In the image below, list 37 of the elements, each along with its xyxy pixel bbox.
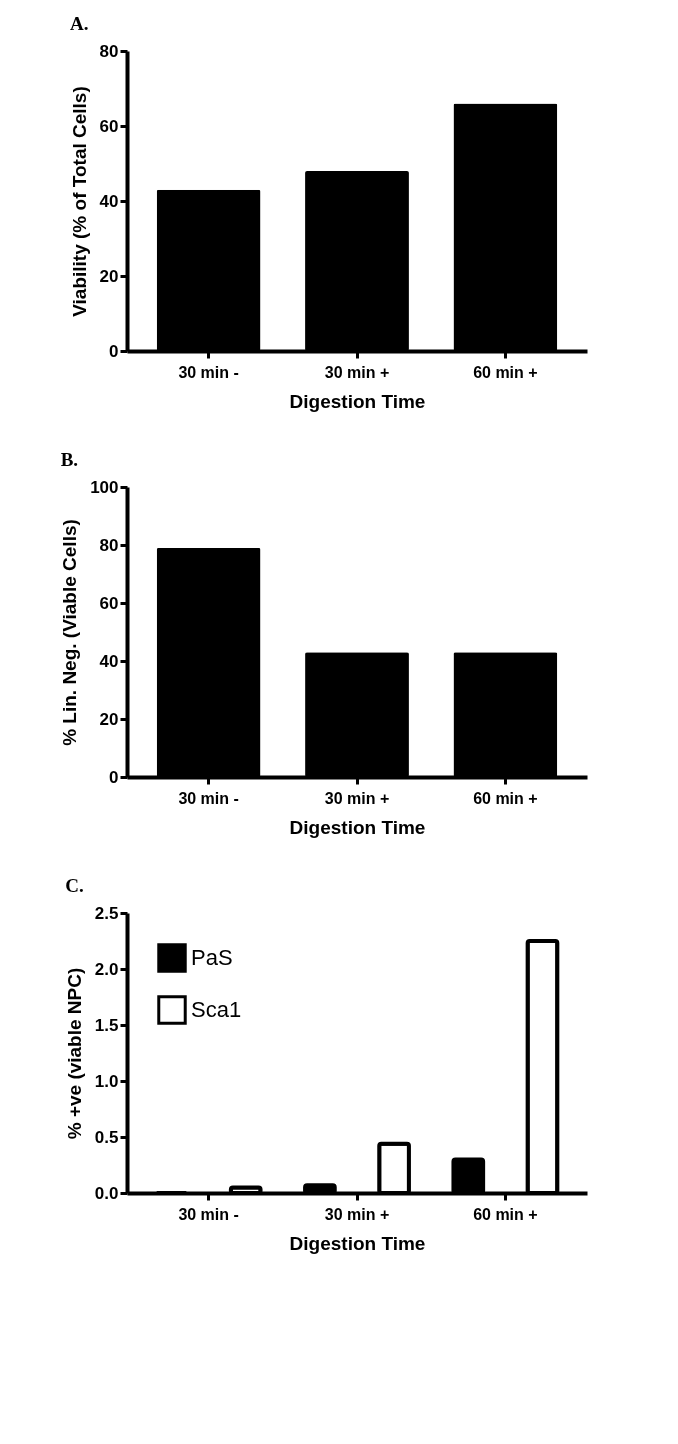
- x-tick-label: 60 min +: [473, 789, 538, 807]
- y-tick-label: 0: [109, 341, 119, 361]
- x-axis-title: Digestion Time: [289, 1232, 426, 1254]
- y-axis-title: % Lin. Neg. (Viable Cells): [59, 519, 81, 746]
- legend-label: PaS: [191, 945, 233, 970]
- y-tick-label: 20: [99, 266, 119, 286]
- y-axis-title: % +ve (viable NPC): [63, 967, 85, 1140]
- x-tick-label: 60 min +: [473, 1205, 538, 1223]
- y-tick-label: 60: [99, 116, 119, 136]
- legend-label: Sca1: [191, 997, 242, 1022]
- chart-title: B.: [60, 449, 79, 470]
- y-tick-label: 100: [90, 477, 119, 497]
- y-tick-label: 60: [99, 593, 119, 613]
- chart-title: C.: [65, 875, 84, 896]
- x-tick-label: 30 min -: [178, 363, 239, 381]
- y-tick-label: 20: [99, 709, 119, 729]
- y-tick-label: 2.0: [94, 959, 119, 979]
- x-tick-label: 30 min -: [178, 1205, 239, 1223]
- x-tick-label: 30 min -: [178, 789, 239, 807]
- x-tick-label: 30 min +: [324, 363, 390, 381]
- y-tick-label: 0: [109, 767, 119, 787]
- y-tick-label: 1.0: [94, 1071, 119, 1091]
- y-tick-label: 40: [99, 191, 119, 211]
- y-tick-label: 40: [99, 651, 119, 671]
- x-tick-label: 30 min +: [324, 789, 390, 807]
- x-tick-label: 30 min +: [324, 1205, 390, 1223]
- x-tick-label: 60 min +: [473, 363, 538, 381]
- y-tick-label: 80: [99, 41, 119, 61]
- chart-title: A.: [70, 13, 89, 34]
- y-tick-label: 2.5: [94, 903, 119, 923]
- y-tick-label: 80: [99, 535, 119, 555]
- x-axis-title: Digestion Time: [289, 816, 426, 838]
- y-tick-label: 1.5: [94, 1015, 119, 1035]
- y-axis-title: Viability (% of Total Cells): [68, 86, 90, 317]
- y-tick-label: 0.5: [94, 1127, 119, 1147]
- x-axis-title: Digestion Time: [289, 390, 426, 412]
- y-tick-label: 0.0: [94, 1183, 119, 1203]
